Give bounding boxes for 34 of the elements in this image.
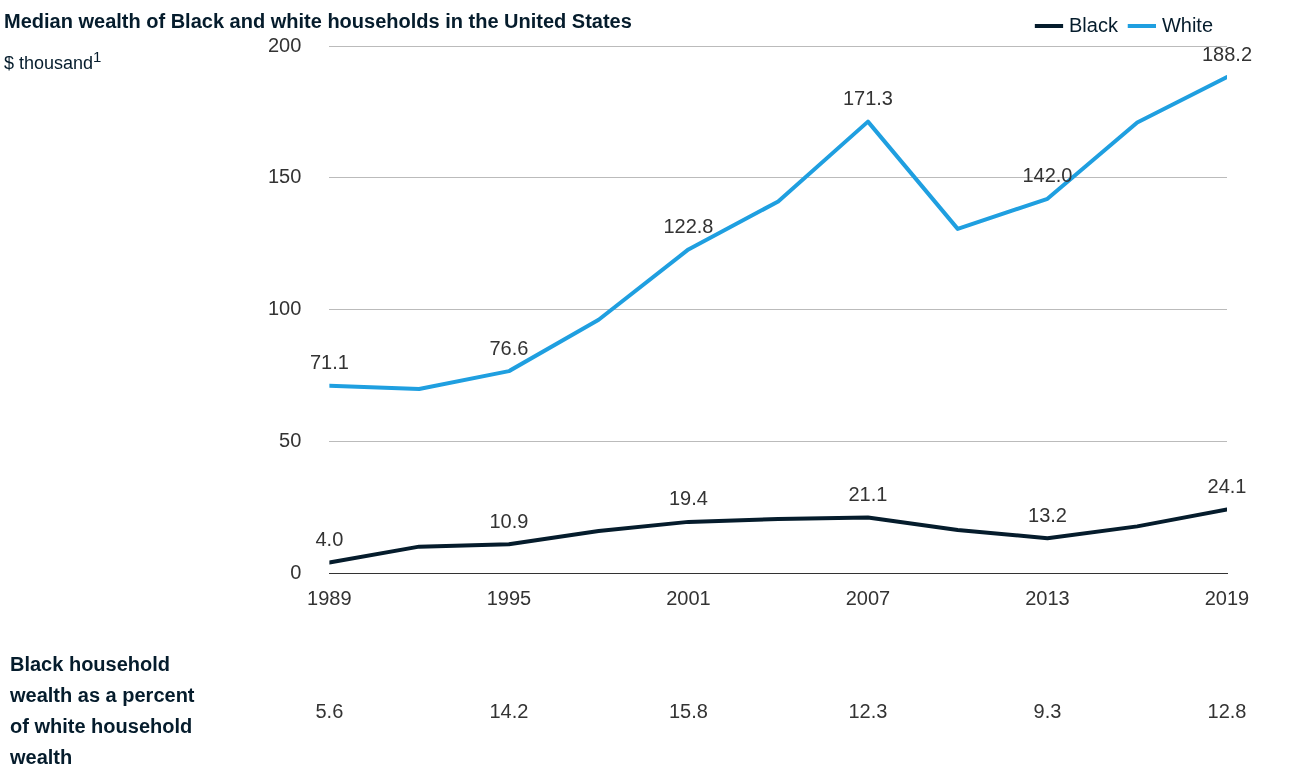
chart-title: Median wealth of Black and white households in the United States [4, 10, 632, 33]
y-tick-label: 200 [267, 33, 302, 56]
text: 5.6 [315, 699, 344, 722]
y-tick-label: 150 [267, 165, 302, 188]
x-tick-label: 2007 [845, 586, 891, 609]
y-tick-label: 100 [267, 297, 302, 320]
data-label: 142.0 [1022, 164, 1073, 187]
text: Black household wealth as a percent of white household wealth [9, 652, 195, 768]
data-label: 76.6 [489, 336, 529, 359]
data-label: 21.1 [848, 482, 888, 505]
data-label: 10.9 [489, 509, 529, 532]
x-tick-label: 2001 [666, 586, 711, 609]
data-label: 71.1 [309, 351, 349, 374]
y-tick-label: 50 [279, 428, 302, 451]
data-label: 4.0 [315, 527, 344, 550]
text: 9.3 [1033, 699, 1062, 722]
x-tick-label: 2019 [1204, 586, 1250, 609]
data-label: 24.1 [1207, 475, 1247, 498]
y-tick-label: 0 [290, 560, 302, 583]
x-tick-label: 1995 [486, 586, 532, 609]
legend-label: White [1161, 13, 1213, 36]
legend-label: Black [1068, 13, 1119, 36]
x-tick-label: 1989 [307, 586, 352, 609]
text: 15.8 [668, 699, 708, 722]
text: 12.8 [1207, 699, 1247, 722]
text: 14.2 [489, 699, 529, 722]
data-label: 19.4 [668, 487, 708, 510]
data-label: 171.3 [842, 87, 893, 110]
text: $ thousand$^{1}$ [4, 48, 102, 74]
data-label: 188.2 [1201, 42, 1253, 65]
data-label: 13.2 [1028, 503, 1067, 526]
x-tick-label: 2013 [1025, 586, 1070, 609]
data-label: 122.8 [663, 214, 714, 237]
text: 12.3 [848, 699, 888, 722]
